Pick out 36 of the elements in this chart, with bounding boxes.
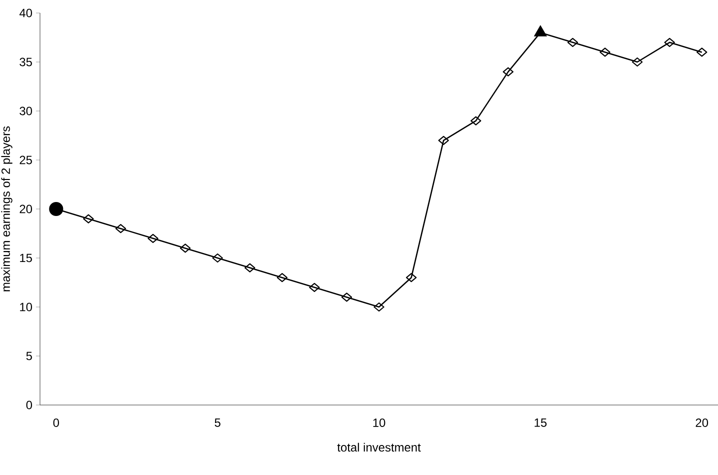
point (438, 136, 449, 145)
y-tick-label: 0 (26, 400, 32, 410)
point (600, 48, 610, 57)
y-axis-title: maximum earnings of 2 players (1, 126, 12, 292)
point (502, 67, 514, 76)
point (696, 48, 708, 57)
point (406, 273, 417, 282)
point (212, 253, 223, 263)
point (309, 282, 320, 292)
point (49, 202, 64, 216)
point (632, 57, 643, 67)
y-tick-label: 20 (20, 204, 32, 214)
y-tick-label: 40 (19, 8, 32, 18)
x-tick-label: 0 (53, 418, 60, 427)
x-tick-label: 20 (696, 418, 708, 427)
point (470, 116, 482, 126)
point (341, 292, 352, 302)
x-tick-label: 5 (214, 418, 220, 427)
y-tick-label: 15 (20, 254, 32, 262)
point (664, 38, 675, 47)
x-axis-title: total investment (337, 442, 421, 452)
y-tick-label: 5 (26, 352, 32, 360)
point (276, 273, 288, 282)
point (148, 234, 158, 243)
point (374, 302, 384, 312)
point (567, 38, 578, 47)
y-tick-label: 35 (20, 58, 32, 66)
y-tick-label: 30 (20, 106, 32, 116)
point (83, 214, 94, 224)
y-tick-label: 10 (20, 302, 32, 312)
x-tick-label: 15 (534, 418, 547, 427)
x-tick-label: 10 (373, 418, 386, 427)
point (244, 263, 256, 272)
point (115, 224, 126, 234)
point (180, 244, 191, 253)
y-tick-label: 25 (20, 156, 32, 164)
